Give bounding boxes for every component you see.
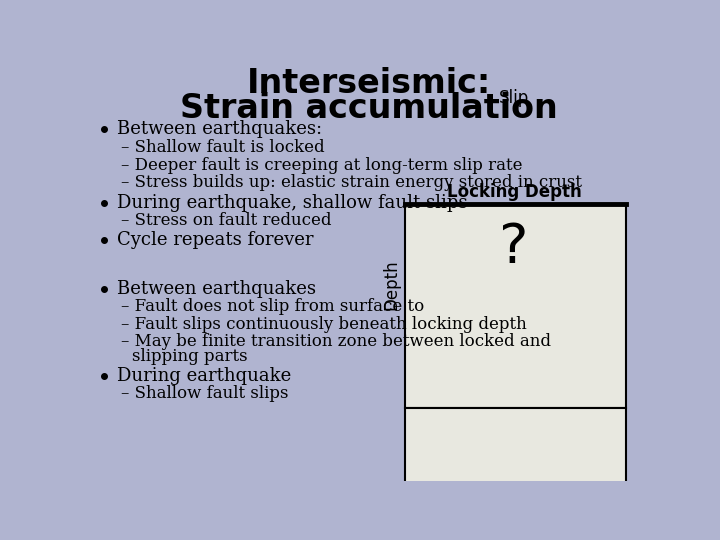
Text: slipping parts: slipping parts (132, 348, 248, 365)
Text: Depth: Depth (382, 260, 400, 310)
Text: During earthquake: During earthquake (117, 367, 291, 385)
Text: During earthquake, shallow fault slips: During earthquake, shallow fault slips (117, 194, 467, 212)
Bar (405, 204, 626, 408)
Text: – Deeper fault is creeping at long-term slip rate: – Deeper fault is creeping at long-term … (121, 157, 522, 174)
Bar (405, 408, 626, 503)
Text: – Shallow fault is locked: – Shallow fault is locked (121, 139, 324, 157)
Text: – Shallow fault slips: – Shallow fault slips (121, 385, 288, 402)
Text: Between earthquakes:: Between earthquakes: (117, 120, 322, 138)
Text: Strain accumulation: Strain accumulation (180, 92, 558, 125)
Text: Cycle repeats forever: Cycle repeats forever (117, 231, 313, 249)
Text: – Stress on fault reduced: – Stress on fault reduced (121, 212, 331, 229)
Text: – Fault slips continuously beneath locking depth: – Fault slips continuously beneath locki… (121, 316, 526, 333)
Text: – Stress builds up: elastic strain energy stored in crust: – Stress builds up: elastic strain energ… (121, 174, 582, 191)
Text: Locking Depth: Locking Depth (446, 183, 582, 201)
Text: ?: ? (500, 221, 528, 275)
Text: Interseismic:: Interseismic: (247, 67, 491, 100)
Text: – Fault does not slip from surface to: – Fault does not slip from surface to (121, 298, 429, 315)
Text: – May be finite transition zone between locked and: – May be finite transition zone between … (121, 333, 551, 350)
Text: Slip: Slip (499, 89, 529, 107)
Text: Between earthquakes: Between earthquakes (117, 280, 316, 298)
